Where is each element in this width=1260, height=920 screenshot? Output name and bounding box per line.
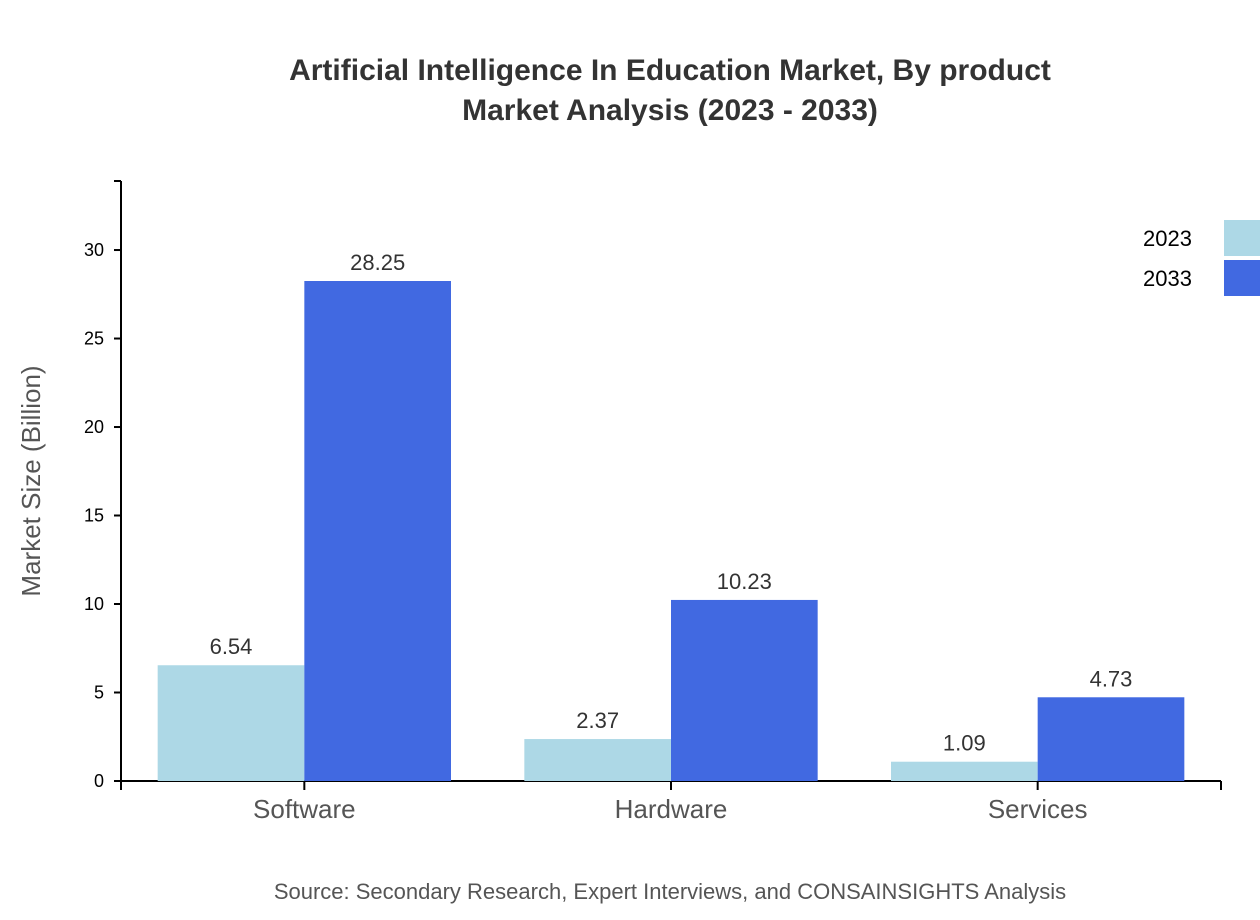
y-tick-label: 5 — [94, 683, 104, 703]
legend-swatch-2033 — [1224, 260, 1260, 296]
data-label: 1.09 — [943, 731, 986, 756]
x-tick-label: Hardware — [615, 794, 728, 824]
source-note: Source: Secondary Research, Expert Inter… — [274, 879, 1066, 904]
y-tick-label: 30 — [84, 240, 104, 260]
legend-swatch-2023 — [1224, 220, 1260, 256]
data-label: 6.54 — [210, 634, 253, 659]
y-tick-label: 15 — [84, 506, 104, 526]
bar-2033-hardware — [671, 599, 818, 781]
data-label: 10.23 — [717, 569, 772, 594]
bar-2023-hardware — [524, 739, 671, 781]
data-label: 2.37 — [576, 708, 619, 733]
y-tick-label: 20 — [84, 417, 104, 437]
data-label: 4.73 — [1090, 666, 1133, 691]
bar-2023-software — [157, 665, 305, 781]
y-tick-label: 0 — [94, 771, 104, 791]
bar-2033-services — [1037, 697, 1185, 781]
bar-2023-services — [891, 761, 1038, 781]
y-axis-label: Market Size (Billion) — [16, 365, 46, 596]
data-label: 28.25 — [350, 250, 405, 275]
chart-title-line-1: Artificial Intelligence In Education Mar… — [289, 54, 1051, 87]
x-tick-label: Services — [988, 794, 1088, 824]
y-tick-label: 10 — [84, 594, 104, 614]
legend-label: 2023 — [1143, 226, 1192, 251]
bar-2033-software — [304, 281, 451, 781]
legend-label: 2033 — [1143, 266, 1192, 291]
chart-title-line-2: Market Analysis (2023 - 2033) — [462, 94, 878, 127]
y-tick-label: 25 — [84, 329, 104, 349]
x-tick-label: Software — [253, 794, 356, 824]
